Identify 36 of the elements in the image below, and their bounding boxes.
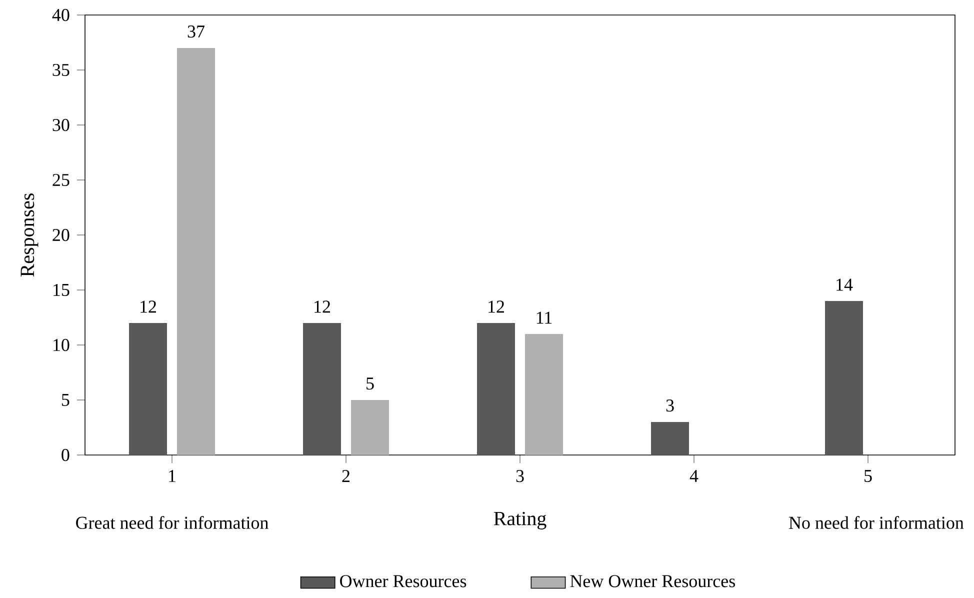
text: No need for information [789,516,964,529]
y-tick-label: 0 [62,448,70,462]
legend-label: New Owner Resources [570,575,735,588]
x-tick-label: 1 [169,470,176,482]
x-tick-label: 2 [342,470,350,482]
data-label: 37 [188,26,204,38]
data-label: 11 [536,312,552,324]
y-tick-label: 20 [52,228,70,242]
bar [651,422,689,455]
x-axis-title: Rating [494,512,546,530]
text: Great need for information [76,516,268,529]
y-tick-label: 10 [54,338,70,352]
data-label: 12 [140,300,156,313]
bar [351,400,389,455]
bar [177,48,216,455]
bar [525,334,563,455]
bar [825,300,863,455]
y-tick-label: 5 [62,394,70,406]
data-label: 12 [314,300,330,313]
y-tick-label: 25 [52,174,70,186]
data-label: 14 [836,278,853,291]
y-tick-label: 30 [52,118,70,132]
legend-label: Owner Resources [340,575,466,588]
y-axis-title: Responses [20,193,38,277]
x-tick-label: 3 [516,470,524,482]
y-tick-label: 40 [52,8,70,22]
data-label: 5 [366,378,374,390]
data-label: 3 [666,399,674,412]
bar [477,322,515,455]
x-tick-label: 5 [864,470,872,482]
y-tick-label: 15 [54,284,70,296]
y-tick-label: 35 [52,64,70,76]
x-tick-label: 4 [690,470,698,482]
bar [303,322,342,455]
data-label: 12 [488,300,504,313]
bar [129,322,168,455]
